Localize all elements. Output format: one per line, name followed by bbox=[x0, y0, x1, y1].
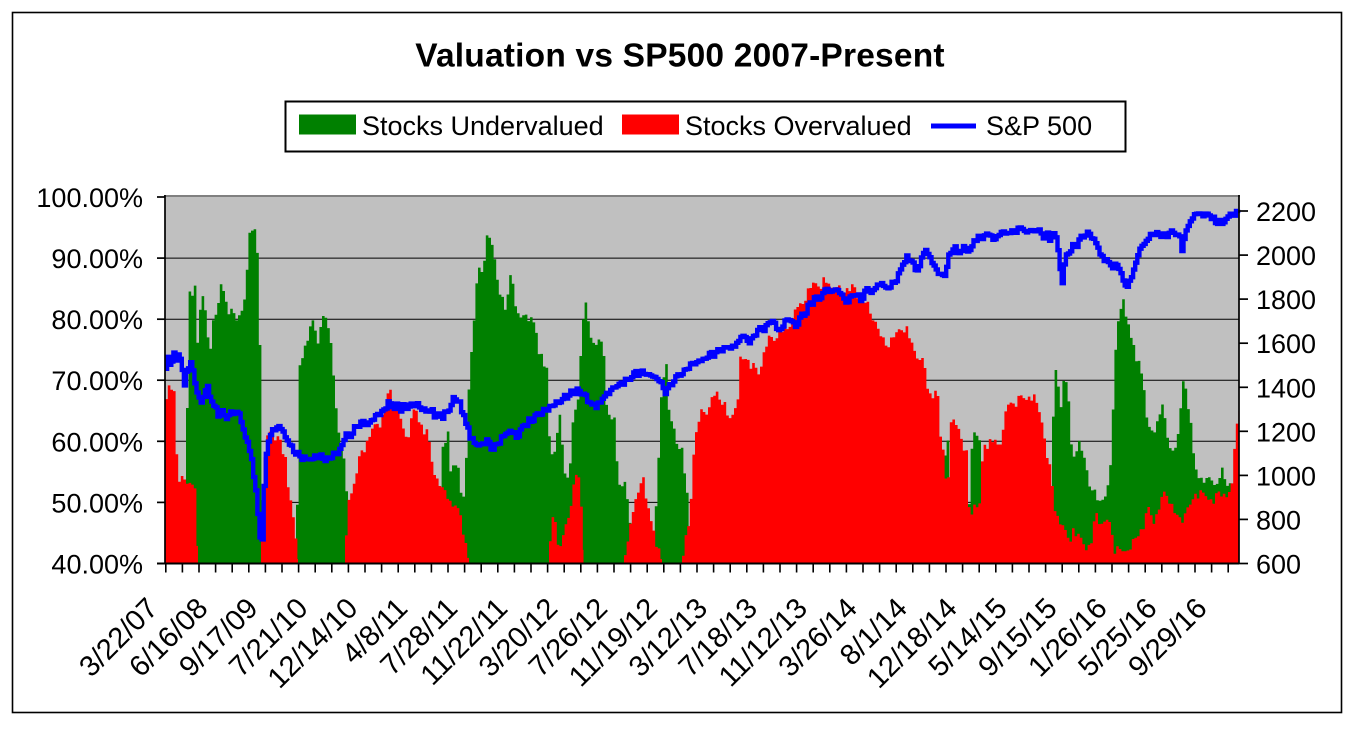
svg-text:Valuation vs SP500 2007-Presen: Valuation vs SP500 2007-Present bbox=[415, 38, 944, 75]
svg-text:1200: 1200 bbox=[1256, 417, 1316, 447]
svg-text:90.00%: 90.00% bbox=[51, 244, 143, 274]
svg-text:80.00%: 80.00% bbox=[51, 305, 143, 335]
svg-text:70.00%: 70.00% bbox=[51, 366, 143, 396]
svg-text:100.00%: 100.00% bbox=[36, 183, 143, 213]
svg-text:1800: 1800 bbox=[1256, 285, 1316, 315]
svg-text:S&P 500: S&P 500 bbox=[986, 111, 1092, 141]
svg-text:600: 600 bbox=[1256, 550, 1301, 580]
svg-text:800: 800 bbox=[1256, 505, 1301, 535]
svg-text:1400: 1400 bbox=[1256, 373, 1316, 403]
svg-text:Stocks Undervalued: Stocks Undervalued bbox=[362, 111, 604, 141]
svg-text:1600: 1600 bbox=[1256, 329, 1316, 359]
svg-text:1000: 1000 bbox=[1256, 461, 1316, 491]
svg-text:40.00%: 40.00% bbox=[51, 550, 143, 580]
svg-text:2200: 2200 bbox=[1256, 197, 1316, 227]
svg-text:Stocks Overvalued: Stocks Overvalued bbox=[685, 111, 912, 141]
svg-text:2000: 2000 bbox=[1256, 241, 1316, 271]
svg-text:50.00%: 50.00% bbox=[51, 488, 143, 518]
svg-text:60.00%: 60.00% bbox=[51, 427, 143, 457]
